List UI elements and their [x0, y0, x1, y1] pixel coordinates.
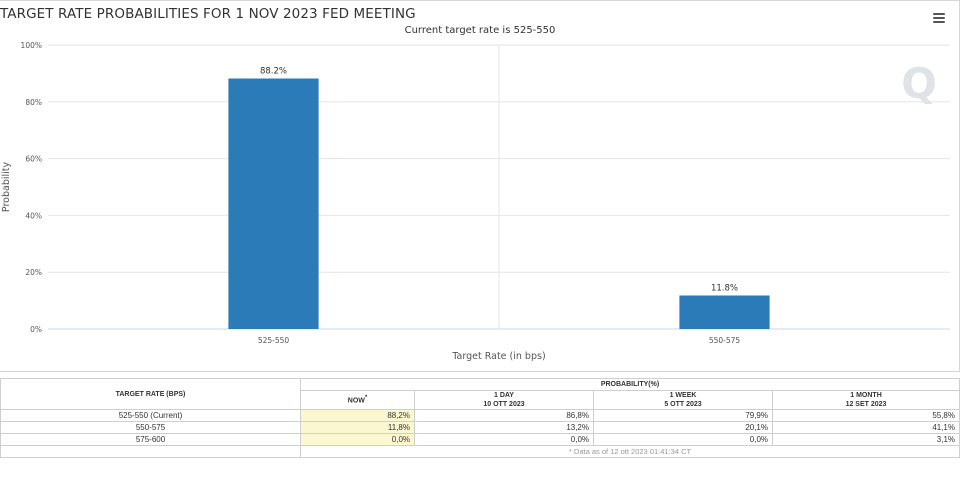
bar-chart: 0% 20% 40% 60% 80% 100% 88.2% 525-550 11.8% 550-5… — [1, 41, 950, 362]
row-rate: 575-600 — [0, 433, 301, 446]
hamburger-menu-icon[interactable] — [933, 13, 945, 23]
y-tick-label: 100% — [21, 41, 42, 50]
cell-now: 88,2% — [300, 409, 415, 422]
chart-title: TARGET RATE PROBABILITIES FOR 1 NOV 2023… — [0, 6, 416, 22]
table-row: 550-575 11,8% 13,2% 20,1% 41,1% — [0, 421, 960, 434]
cell-now: 0,0% — [300, 433, 415, 446]
chart-panel: TARGET RATE PROBABILITIES FOR 1 NOV 2023… — [0, 0, 960, 372]
bar-525-550 — [228, 78, 319, 330]
y-tick-label: 40% — [25, 211, 42, 220]
footnote-row: * Data as of 12 ott 2023 01:41:34 CT — [0, 445, 960, 458]
y-tick-label: 0% — [30, 325, 42, 334]
table-row: 575-600 0,0% 0,0% 0,0% 3,1% — [0, 433, 960, 446]
bar-550-575 — [679, 295, 770, 329]
data-label: 11.8% — [711, 283, 738, 293]
cell-1week: 79,9% — [593, 409, 773, 422]
row-rate: 550-575 — [0, 421, 301, 434]
row-rate: 525-550 (Current) — [0, 409, 301, 422]
cell-now: 11,8% — [300, 421, 415, 434]
table-row: 525-550 (Current) 88,2% 86,8% 79,9% 55,8… — [0, 409, 960, 422]
data-label: 88.2% — [260, 67, 287, 77]
x-tick-label: 525-550 — [258, 336, 290, 345]
cell-1month: 3,1% — [772, 433, 960, 446]
cell-1week: 20,1% — [593, 421, 773, 434]
col-1month-header: 1 MONTH 12 SET 2023 — [772, 390, 960, 410]
col-1day-header: 1 DAY 10 OTT 2023 — [414, 390, 594, 410]
cell-1week: 0,0% — [593, 433, 773, 446]
col-1week-header: 1 WEEK 5 OTT 2023 — [593, 390, 773, 410]
chart-subtitle: Current target rate is 525-550 — [404, 25, 556, 36]
cell-1day: 13,2% — [414, 421, 594, 434]
probability-table: TARGET RATE (BPS) PROBABILITY(%) NOW* 1 … — [0, 378, 960, 458]
col-now-header: NOW* — [300, 390, 415, 410]
cell-1day: 0,0% — [414, 433, 594, 446]
table-footnote: * Data as of 12 ott 2023 01:41:34 CT — [300, 445, 960, 458]
y-tick-label: 20% — [25, 268, 42, 277]
x-axis-title: Target Rate (in bps) — [451, 351, 545, 362]
probability-header: PROBABILITY(%) — [300, 378, 960, 391]
x-tick-label: 550-575 — [709, 336, 741, 345]
cell-1day: 86,8% — [414, 409, 594, 422]
cell-1month: 41,1% — [772, 421, 960, 434]
target-rate-header: TARGET RATE (BPS) — [0, 378, 301, 410]
watermark-logo: Q — [901, 59, 937, 108]
y-axis-title: Probability — [1, 162, 12, 213]
y-tick-label: 60% — [25, 155, 42, 164]
y-tick-label: 80% — [25, 98, 42, 107]
cell-1month: 55,8% — [772, 409, 960, 422]
